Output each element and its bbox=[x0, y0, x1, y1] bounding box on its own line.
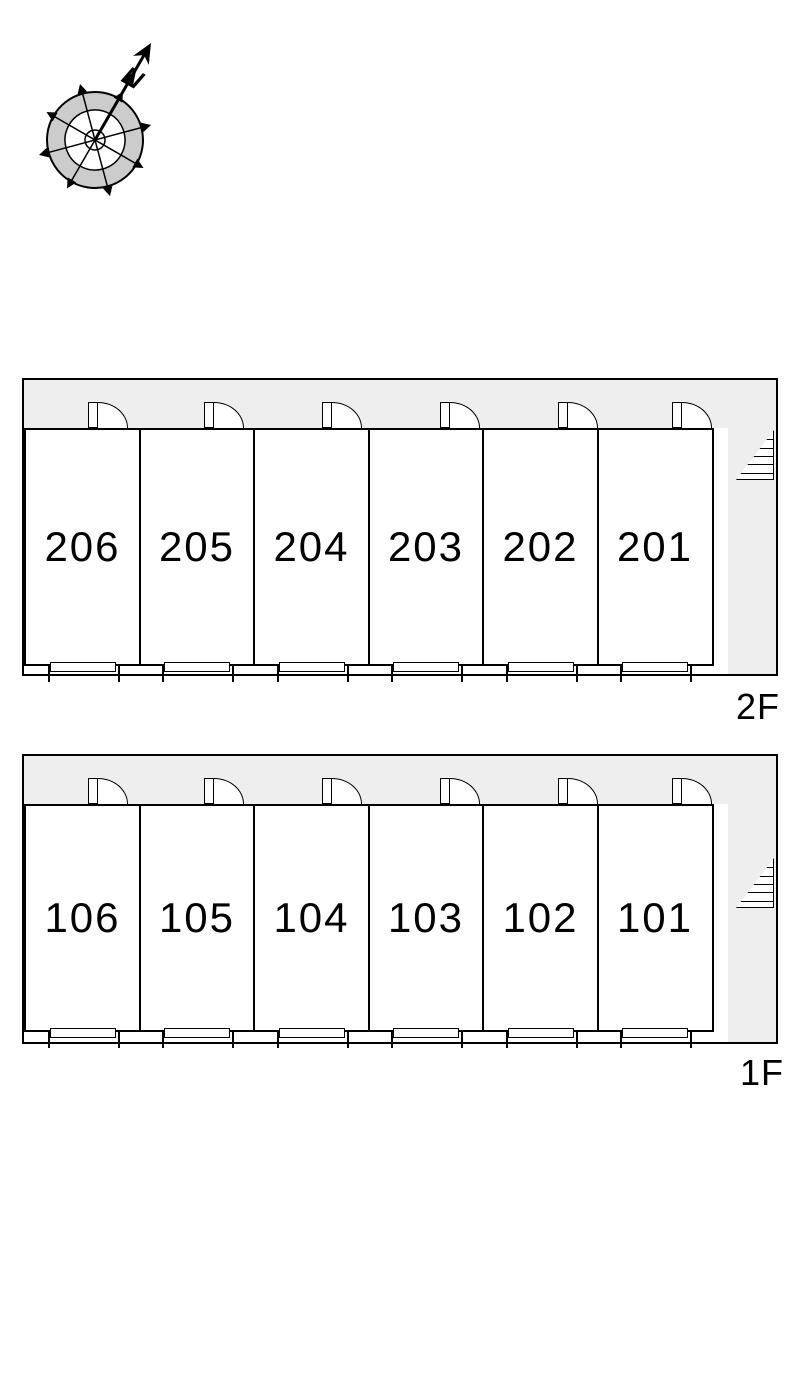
balcony-leg bbox=[162, 1030, 164, 1048]
balcony-icon bbox=[622, 662, 688, 672]
unit-label: 105 bbox=[159, 894, 235, 942]
balcony-leg bbox=[506, 664, 508, 682]
unit-label: 205 bbox=[159, 523, 235, 571]
balcony-leg bbox=[391, 1030, 393, 1048]
balcony-icon bbox=[508, 662, 574, 672]
unit-label: 206 bbox=[44, 523, 120, 571]
floor-label: 1F bbox=[740, 1052, 784, 1094]
compass-rose: N bbox=[20, 20, 170, 220]
units-row: 206 205 204 203 202 201 bbox=[24, 428, 714, 666]
unit-cell: 101 bbox=[597, 804, 714, 1032]
balcony-leg bbox=[461, 1030, 463, 1048]
unit-label: 201 bbox=[617, 523, 693, 571]
balcony-leg bbox=[118, 1030, 120, 1048]
door-icon bbox=[440, 778, 484, 804]
unit-cell: 206 bbox=[24, 428, 141, 666]
unit-cell: 105 bbox=[139, 804, 256, 1032]
balcony-leg bbox=[347, 1030, 349, 1048]
balcony-icon bbox=[508, 1028, 574, 1038]
balcony-icon bbox=[279, 662, 345, 672]
door-icon bbox=[204, 402, 248, 428]
unit-cell: 201 bbox=[597, 428, 714, 666]
balcony-leg bbox=[620, 664, 622, 682]
balcony-leg bbox=[690, 1030, 692, 1048]
unit-label: 204 bbox=[273, 523, 349, 571]
balcony-icon bbox=[279, 1028, 345, 1038]
unit-label: 202 bbox=[502, 523, 578, 571]
door-icon bbox=[88, 402, 132, 428]
door-icon bbox=[440, 402, 484, 428]
balcony-leg bbox=[347, 664, 349, 682]
unit-cell: 202 bbox=[482, 428, 599, 666]
balcony-leg bbox=[277, 1030, 279, 1048]
balcony-icon bbox=[622, 1028, 688, 1038]
balcony-leg bbox=[620, 1030, 622, 1048]
unit-label: 101 bbox=[617, 894, 693, 942]
unit-label: 104 bbox=[273, 894, 349, 942]
door-icon bbox=[204, 778, 248, 804]
unit-cell: 205 bbox=[139, 428, 256, 666]
balcony-leg bbox=[48, 1030, 50, 1048]
door-icon bbox=[672, 778, 716, 804]
unit-label: 203 bbox=[388, 523, 464, 571]
balcony-icon bbox=[393, 662, 459, 672]
corridor bbox=[24, 756, 776, 804]
balcony-icon bbox=[50, 662, 116, 672]
door-icon bbox=[322, 778, 366, 804]
balcony-leg bbox=[576, 664, 578, 682]
unit-cell: 203 bbox=[368, 428, 485, 666]
unit-cell: 103 bbox=[368, 804, 485, 1032]
balcony-leg bbox=[162, 664, 164, 682]
unit-cell: 106 bbox=[24, 804, 141, 1032]
balcony-leg bbox=[48, 664, 50, 682]
unit-cell: 104 bbox=[253, 804, 370, 1032]
floor-label: 2F bbox=[736, 686, 780, 728]
units-row: 106 105 104 103 102 101 bbox=[24, 804, 714, 1032]
balcony-leg bbox=[576, 1030, 578, 1048]
unit-label: 103 bbox=[388, 894, 464, 942]
balcony-leg bbox=[461, 664, 463, 682]
corridor bbox=[24, 380, 776, 428]
balcony-leg bbox=[506, 1030, 508, 1048]
balcony-leg bbox=[232, 1030, 234, 1048]
balcony-leg bbox=[391, 664, 393, 682]
balcony-icon bbox=[164, 1028, 230, 1038]
balcony-leg bbox=[277, 664, 279, 682]
unit-label: 106 bbox=[44, 894, 120, 942]
balcony-leg bbox=[690, 664, 692, 682]
side-corridor bbox=[728, 380, 776, 674]
door-icon bbox=[558, 402, 602, 428]
balcony-icon bbox=[164, 662, 230, 672]
unit-cell: 102 bbox=[482, 804, 599, 1032]
door-icon bbox=[88, 778, 132, 804]
door-icon bbox=[322, 402, 366, 428]
balcony-icon bbox=[393, 1028, 459, 1038]
balcony-icon bbox=[50, 1028, 116, 1038]
door-icon bbox=[558, 778, 602, 804]
unit-cell: 204 bbox=[253, 428, 370, 666]
door-icon bbox=[672, 402, 716, 428]
balcony-leg bbox=[232, 664, 234, 682]
balcony-leg bbox=[118, 664, 120, 682]
unit-label: 102 bbox=[502, 894, 578, 942]
